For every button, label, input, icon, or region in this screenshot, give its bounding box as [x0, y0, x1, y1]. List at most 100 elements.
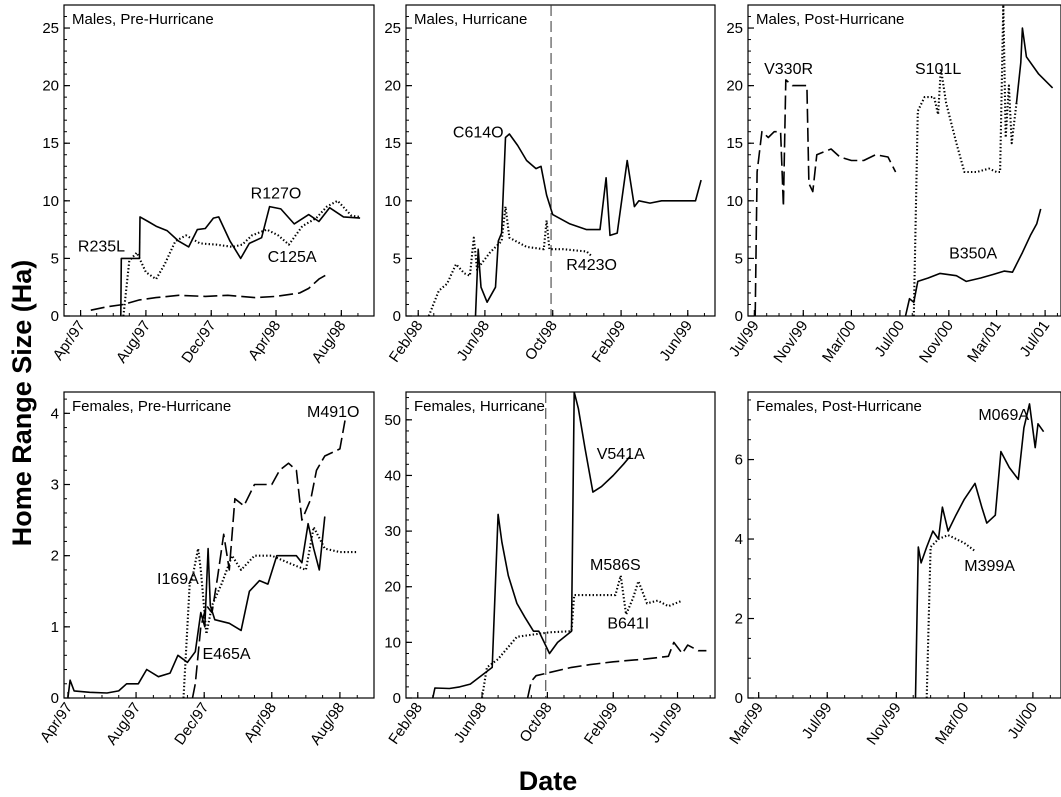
y-tick-label: 20 [384, 579, 401, 596]
panel-females-pre-hurricane: Females, Pre-Hurricane 0 1 2 3 4 Apr/97 Aug/97… [37, 391, 375, 749]
y-tick-label: 3 [51, 477, 59, 494]
x-tick-label: Feb/99 [581, 700, 622, 748]
x-axis-title: Date [519, 766, 578, 796]
plot-frame [747, 4, 1061, 317]
series-line-b641i [526, 641, 707, 698]
series-label: B350A [949, 245, 997, 262]
x-tick-label: Aug/98 [308, 318, 349, 367]
x-tick-label: Jun/99 [656, 318, 696, 365]
series-label: S101L [915, 61, 961, 78]
panel-title: Males, Pre-Hurricane [72, 11, 214, 28]
x-tick-label: Jun/99 [646, 700, 686, 747]
x-tick-label: Feb/98 [385, 700, 426, 748]
y-tick-label: 0 [393, 308, 401, 325]
series-line-e465a [67, 516, 326, 698]
plot-frame [405, 4, 716, 317]
y-tick-label: 15 [726, 135, 743, 152]
series-label: E465A [203, 646, 251, 663]
x-tick-label: Dec/97 [178, 318, 219, 367]
y-tick-label: 15 [384, 135, 401, 152]
y-tick-label: 30 [384, 523, 401, 540]
series-line-i169a [182, 526, 358, 698]
x-tick-label: Jul/99 [799, 700, 836, 743]
x-tick-label: Oct/98 [522, 318, 561, 364]
y-tick-label: 10 [384, 193, 401, 210]
panel-title: Males, Hurricane [414, 11, 527, 28]
series-label: V541A [597, 446, 645, 463]
x-tick-label: Jul/99 [726, 318, 763, 361]
series-line-r127o [122, 199, 361, 316]
x-tick-label: Nov/99 [770, 318, 811, 367]
series-label: M491O [307, 404, 359, 421]
plot-frame [405, 391, 716, 699]
x-tick-label: Jul/00 [1004, 700, 1041, 743]
y-tick-label: 10 [726, 193, 743, 210]
plot-frame [63, 4, 375, 317]
series-line-b350a [904, 208, 1042, 316]
y-tick-label: 5 [393, 250, 401, 267]
series-label: R235L [78, 238, 125, 255]
y-tick-label: 10 [42, 193, 59, 210]
series-line [1015, 27, 1054, 103]
x-tick-label: Jul/00 [871, 318, 908, 361]
series-label: C125A [268, 249, 317, 266]
series-label: M069A [978, 407, 1029, 424]
y-axis-title: Home Range Size (Ha) [7, 260, 37, 547]
series-line-c125a [90, 273, 328, 311]
x-tick-label: Feb/99 [589, 318, 630, 366]
series-line-m586s [480, 574, 683, 698]
x-tick-label: Dec/97 [171, 700, 212, 749]
x-tick-label: Mar/99 [726, 700, 767, 748]
panel-title: Females, Hurricane [414, 398, 545, 415]
panel-title: Females, Post-Hurricane [756, 398, 922, 415]
series-line-v330r [754, 79, 897, 316]
y-tick-label: 25 [384, 20, 401, 37]
y-tick-label: 1 [51, 619, 59, 636]
series-line-s101l [912, 5, 1018, 316]
y-tick-label: 25 [42, 20, 59, 37]
series-line-m491o [191, 420, 346, 698]
x-tick-label: Oct/98 [516, 700, 555, 746]
series-line-m069a [914, 403, 1045, 698]
x-tick-label: Apr/97 [37, 700, 76, 746]
y-tick-label: 0 [735, 690, 743, 707]
series-label: R423O [566, 257, 617, 274]
y-tick-label: 4 [51, 405, 59, 422]
y-tick-label: 20 [42, 78, 59, 95]
y-tick-label: 4 [735, 531, 743, 548]
y-tick-label: 5 [51, 250, 59, 267]
x-tick-label: Nov/99 [863, 700, 904, 749]
x-tick-label: Jun/98 [451, 700, 491, 747]
series-line-r423o [427, 205, 593, 316]
series-line-v541a [432, 392, 632, 698]
x-tick-label: Mar/00 [932, 700, 973, 748]
y-tick-label: 0 [393, 690, 401, 707]
x-tick-label: Jul/01 [1016, 318, 1053, 361]
x-tick-label: Aug/97 [113, 318, 154, 367]
series-label: B641I [607, 615, 649, 632]
panel-females-hurricane: Females, Hurricane 0 10 20 30 40 50 Feb/98 Jun/… [384, 391, 716, 748]
series-line-r235l [120, 205, 361, 316]
series-label: C614O [453, 124, 504, 141]
x-tick-label: Aug/97 [103, 700, 144, 749]
panel-title: Females, Pre-Hurricane [72, 398, 231, 415]
y-tick-label: 0 [51, 308, 59, 325]
y-tick-label: 5 [735, 250, 743, 267]
series-line-c614o [474, 133, 702, 316]
x-tick-label: Aug/98 [307, 700, 348, 749]
y-tick-label: 20 [384, 78, 401, 95]
y-tick-label: 2 [735, 611, 743, 628]
panel-females-post-hurricane: Females, Post-Hurricane 0 2 4 6 Mar/99 Jul/99… [726, 391, 1061, 749]
plot-frame [63, 391, 375, 699]
y-tick-label: 10 [384, 634, 401, 651]
panel-title: Males, Post-Hurricane [756, 11, 904, 28]
y-tick-label: 20 [726, 78, 743, 95]
y-tick-label: 25 [726, 20, 743, 37]
x-tick-label: Mar/00 [819, 318, 860, 366]
plot-frame [747, 391, 1061, 699]
series-label: I169A [157, 571, 199, 588]
